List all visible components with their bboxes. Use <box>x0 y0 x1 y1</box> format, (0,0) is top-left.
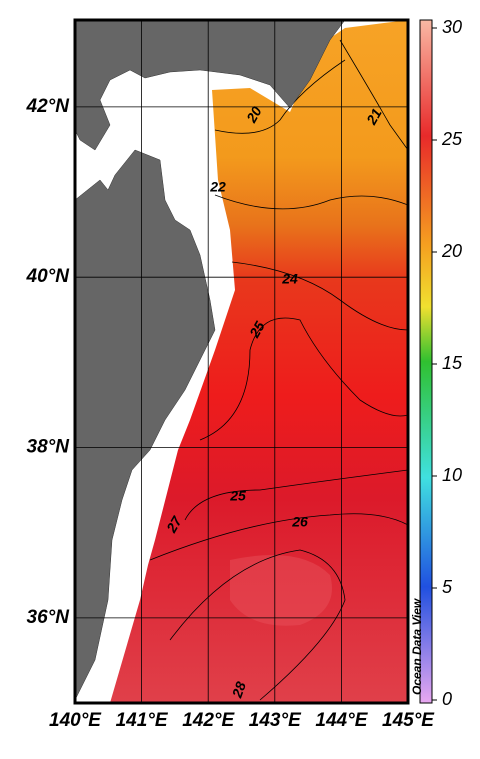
colorbar-tick-label: 15 <box>442 353 463 373</box>
colorbar-tick-label: 30 <box>442 17 462 37</box>
land-north <box>74 19 346 151</box>
lon-tick-label: 144°E <box>315 710 368 731</box>
colorbar-tick-label: 0 <box>442 689 452 709</box>
colorbar <box>419 19 433 704</box>
contour-label: 22 <box>209 179 226 195</box>
contour-label: 20 <box>243 103 265 126</box>
lon-tick-label: 142°E <box>182 710 235 731</box>
map <box>74 19 409 703</box>
colorbar-tick-label: 10 <box>442 465 462 485</box>
colorbar-tick-label: 5 <box>442 577 453 597</box>
lat-tick-label: 42°N <box>26 96 71 117</box>
contour-label: 28 <box>228 679 249 700</box>
lat-tick-label: 38°N <box>27 437 71 458</box>
lon-tick-label: 143°E <box>249 710 302 731</box>
lon-tick-label: 140°E <box>49 710 102 731</box>
ocean-field <box>110 20 408 703</box>
warm-core <box>230 555 332 626</box>
colorbar-tick-label: 20 <box>441 241 462 261</box>
land-honshu <box>74 149 216 701</box>
watermark: Ocean Data View <box>410 598 424 695</box>
lat-tick-label: 36°N <box>27 607 71 628</box>
contour-label: 24 <box>281 271 298 287</box>
contour-label: 25 <box>229 488 246 504</box>
contour-label: 21 <box>363 105 385 128</box>
contour-label: 26 <box>291 514 308 530</box>
map-frame <box>73 18 410 705</box>
contours <box>149 39 409 701</box>
colorbar-tick-label: 25 <box>441 129 463 149</box>
lon-tick-label: 145°E <box>382 710 435 731</box>
contour-label: 25 <box>246 318 268 341</box>
lat-tick-label: 40°N <box>26 266 71 287</box>
lon-tick-label: 141°E <box>116 710 169 731</box>
